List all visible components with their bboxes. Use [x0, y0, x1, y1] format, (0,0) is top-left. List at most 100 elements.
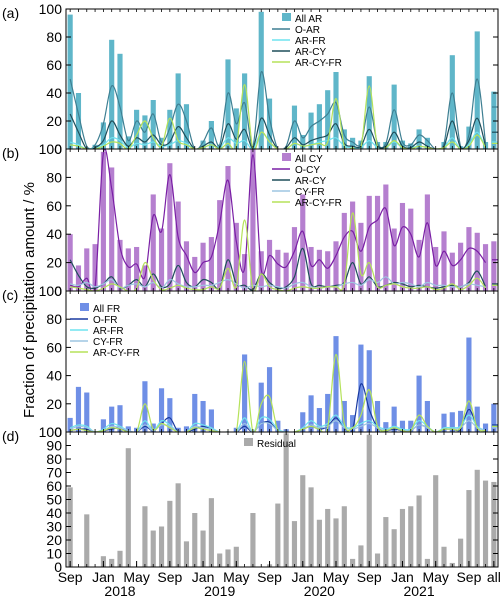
bar	[416, 375, 422, 432]
legend-label: All FR	[93, 304, 120, 315]
legend-swatch	[282, 153, 291, 161]
bar	[316, 519, 322, 567]
bar	[75, 265, 82, 291]
panel-label: (d)	[2, 428, 19, 444]
bar	[449, 55, 455, 149]
legend-label: AR-FR	[295, 36, 326, 47]
y-tick-label: 60	[46, 198, 62, 214]
bar	[200, 400, 206, 432]
bar	[275, 420, 281, 432]
y-tick-label: 40	[46, 85, 62, 101]
legend: Residual	[244, 438, 296, 450]
bar	[341, 506, 347, 567]
bar	[275, 249, 281, 291]
bar	[374, 195, 381, 291]
bar	[233, 108, 239, 149]
bar	[258, 11, 264, 149]
bar	[424, 137, 430, 149]
bar	[449, 252, 455, 291]
bar	[275, 503, 281, 567]
x-tick-label: Sep	[58, 569, 83, 585]
bar	[441, 413, 447, 432]
bar	[416, 239, 422, 291]
y-tick-label: 60	[46, 339, 62, 355]
bar	[458, 538, 464, 567]
bar	[134, 246, 140, 291]
bar	[92, 244, 98, 291]
bar	[374, 553, 381, 567]
bar	[482, 480, 489, 567]
bar	[100, 151, 106, 291]
bar	[424, 194, 430, 291]
series-line-ar-cy	[69, 113, 487, 149]
legend-label: AR-CY-FR	[295, 58, 342, 69]
bar	[358, 344, 364, 432]
bar	[341, 212, 347, 291]
series-line-o-cy	[69, 149, 487, 291]
bar	[175, 73, 181, 149]
y-tick-label: 90	[46, 438, 62, 454]
bar	[109, 167, 115, 291]
bar	[399, 420, 406, 432]
bar	[474, 232, 480, 291]
legend-label: CY-FR	[295, 187, 325, 198]
plot-area	[67, 149, 498, 291]
bar	[266, 367, 273, 432]
series-line-ar-cy-fr	[70, 83, 487, 149]
bar	[458, 410, 464, 432]
bar	[150, 530, 156, 567]
bar	[399, 508, 406, 567]
bar	[167, 398, 173, 432]
bar	[374, 400, 381, 432]
x-tick-label: Sep	[456, 569, 481, 585]
bar	[308, 112, 314, 149]
bar	[117, 405, 123, 432]
bar	[67, 417, 73, 432]
x-tick-label: May	[422, 569, 448, 585]
bar	[67, 14, 73, 149]
bar	[449, 412, 455, 432]
bar	[350, 137, 356, 149]
legend-label: AR-CY-FR	[93, 348, 140, 359]
bar	[408, 420, 414, 432]
x-tick-label: Jan	[92, 569, 115, 585]
bar	[84, 392, 90, 432]
plot-area	[67, 433, 497, 567]
bar	[316, 249, 322, 291]
bar	[291, 227, 298, 291]
panel-frame	[65, 8, 499, 150]
bar	[391, 84, 397, 149]
bar	[466, 227, 472, 291]
bar	[217, 200, 223, 291]
bar	[158, 526, 165, 567]
bar	[150, 100, 156, 149]
bar	[383, 517, 389, 567]
bar	[117, 550, 123, 567]
bar	[316, 408, 322, 432]
bar	[474, 406, 480, 432]
bar	[266, 98, 273, 149]
series-line-cy-fr	[70, 276, 486, 289]
bar	[183, 241, 190, 291]
y-tick-label: 100	[39, 424, 63, 440]
y-tick-label: 0	[54, 283, 62, 299]
x-tick-label: Jan	[291, 569, 314, 585]
bar	[167, 163, 173, 291]
legend-label: Residual	[257, 439, 296, 450]
bar	[441, 546, 447, 567]
bar	[200, 530, 206, 567]
bar	[225, 59, 231, 149]
bar	[233, 546, 239, 567]
bar	[441, 231, 447, 291]
panel-frame	[65, 290, 499, 433]
x-tick-label: Sep	[157, 569, 182, 585]
y-tick-label: 40	[46, 505, 62, 521]
bar	[366, 350, 372, 432]
bar	[84, 248, 90, 291]
x-tick-label: May	[123, 569, 149, 585]
bar	[491, 241, 497, 291]
y-tick-label: 60	[46, 478, 62, 494]
